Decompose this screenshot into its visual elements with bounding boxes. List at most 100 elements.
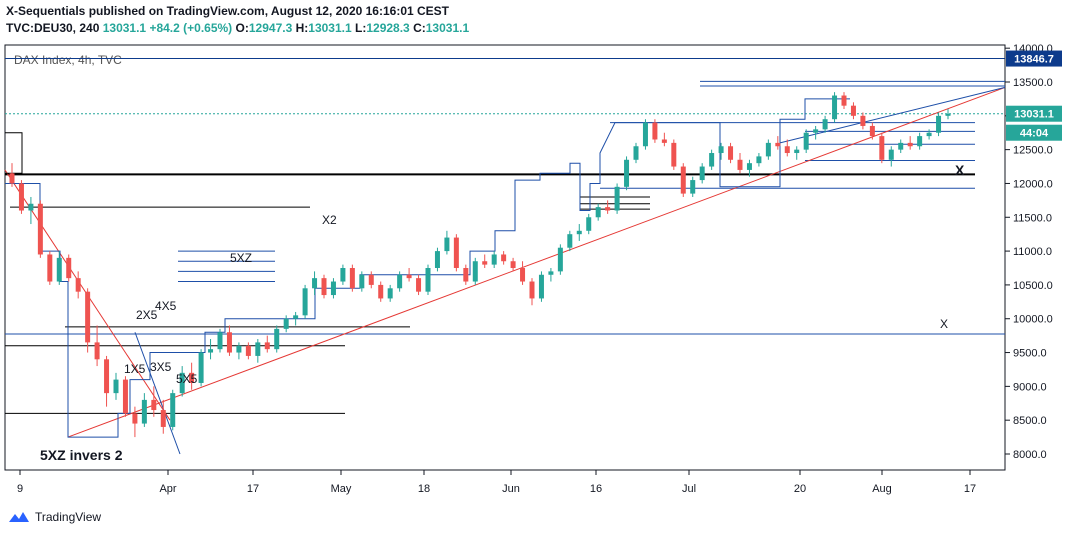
x-tick-label: Aug xyxy=(872,483,892,495)
candle-body xyxy=(397,274,403,289)
candle-body xyxy=(18,183,24,211)
candle-body xyxy=(132,413,138,424)
candle-body xyxy=(633,146,639,160)
annotations-layer: X2 5XZ 4X5 2X5 1X5 3X5 5X5 X X 5XZ inver… xyxy=(40,162,965,463)
chart-header: X-Sequentials published on TradingView.c… xyxy=(6,3,469,37)
candle-body xyxy=(359,274,365,289)
candle-body xyxy=(879,136,885,160)
candle-body xyxy=(236,345,242,353)
projection-line xyxy=(134,332,181,455)
price-tag-bg xyxy=(1006,105,1062,122)
annotation-5xz: 5XZ xyxy=(230,251,252,265)
annotation-3x5: 3X5 xyxy=(150,360,172,374)
high-label: H: xyxy=(295,21,309,35)
y-tick-label: 9500.0 xyxy=(1013,348,1047,360)
footer-branding: TradingView xyxy=(8,510,101,524)
time-axis[interactable]: 9 Apr 17 May 18 Jun 16 Jul 20 Aug 17 xyxy=(17,470,976,495)
y-tick-label: 10000.0 xyxy=(1013,314,1053,326)
candle-body xyxy=(104,359,110,394)
tradingview-logo-icon xyxy=(9,512,29,522)
candle-body xyxy=(340,268,346,282)
candle-body xyxy=(813,129,819,133)
candle-body xyxy=(746,163,752,170)
candle-body xyxy=(605,207,611,211)
candle-body xyxy=(425,268,431,292)
candle-body xyxy=(85,291,91,343)
chart-svg[interactable]: DAX Index, 4h, TVC X2 5XZ 4X5 2X5 1X5 3X… xyxy=(0,40,1073,500)
candle-body xyxy=(907,142,913,147)
x-tick-label: May xyxy=(331,483,352,495)
annotation-x2: X2 xyxy=(322,213,337,227)
last-price: 13031.1 xyxy=(102,21,147,35)
candle-body xyxy=(378,284,384,299)
candle-body xyxy=(718,146,724,154)
candle-body xyxy=(302,288,308,316)
candle-body xyxy=(936,115,942,133)
annotation-x-lower: X xyxy=(940,317,948,331)
annotation-4x5: 4X5 xyxy=(155,299,177,313)
candle-body xyxy=(510,261,516,268)
candle-body xyxy=(557,247,563,272)
x-tick-label: Jun xyxy=(502,483,520,495)
candle-body xyxy=(463,268,469,282)
candle-body xyxy=(898,142,904,150)
x-tick-label: 18 xyxy=(418,483,430,495)
y-tick-label: 11500.0 xyxy=(1013,212,1052,224)
y-tick-label: 9000.0 xyxy=(1013,381,1047,393)
candle-body xyxy=(699,166,705,181)
candle-body xyxy=(208,349,214,353)
footer-brand-text: TradingView xyxy=(35,510,102,524)
candle-body xyxy=(784,146,790,154)
candle-body xyxy=(803,132,809,150)
candle-body xyxy=(217,332,223,350)
candle-body xyxy=(595,207,601,218)
candle-body xyxy=(728,146,734,160)
y-tick-label: 11000.0 xyxy=(1013,246,1052,258)
candle-body xyxy=(151,399,157,411)
candle-body xyxy=(482,261,488,265)
candle-body xyxy=(330,281,336,296)
candle-body xyxy=(321,278,327,296)
x-tick-label: 9 xyxy=(17,483,23,495)
open-value: 12947.3 xyxy=(248,21,293,35)
candle-body xyxy=(406,274,412,279)
candle-body xyxy=(47,254,53,282)
candle-body xyxy=(501,254,507,262)
candle-body xyxy=(28,203,34,211)
candle-body xyxy=(453,237,459,268)
candle-body xyxy=(869,125,875,137)
candles-layer xyxy=(9,92,951,438)
candle-body xyxy=(671,142,677,167)
candle-body xyxy=(765,142,771,157)
x-tick-label: Apr xyxy=(159,483,176,495)
annotation-1x5: 1X5 xyxy=(124,362,146,376)
candle-body xyxy=(576,230,582,235)
symbol-line: TVC:DEU30, 240 13031.1 +84.2 (+0.65%) O:… xyxy=(6,20,469,37)
step-indicator xyxy=(5,98,850,438)
candle-body xyxy=(66,257,72,279)
candle-body xyxy=(756,156,762,164)
x-tick-label: Jul xyxy=(682,483,696,495)
y-tick-label: 8000.0 xyxy=(1013,449,1047,461)
publish-line: X-Sequentials published on TradingView.c… xyxy=(6,4,450,18)
chart-area[interactable]: DAX Index, 4h, TVC X2 5XZ 4X5 2X5 1X5 3X… xyxy=(0,40,1073,500)
price-tag-label: 44:04 xyxy=(1020,128,1049,140)
candle-body xyxy=(434,251,440,268)
candle-body xyxy=(642,122,648,147)
low-value: 12928.3 xyxy=(366,21,410,35)
candle-body xyxy=(113,379,119,394)
candle-body xyxy=(917,136,923,147)
candle-body xyxy=(520,268,526,282)
candle-body xyxy=(141,399,147,424)
candle-body xyxy=(255,342,261,356)
y-tick-label: 13500.0 xyxy=(1013,77,1053,89)
x-tick-label: 17 xyxy=(964,483,976,495)
y-tick-label: 10500.0 xyxy=(1013,280,1053,292)
candle-body xyxy=(926,132,932,137)
candle-body xyxy=(293,315,299,319)
x-tick-label: 16 xyxy=(590,483,602,495)
symbol-name[interactable]: TVC:DEU30, 240 xyxy=(6,21,100,35)
candle-body xyxy=(264,342,270,350)
price-tag-bg xyxy=(1006,124,1062,141)
candle-body xyxy=(737,159,743,170)
